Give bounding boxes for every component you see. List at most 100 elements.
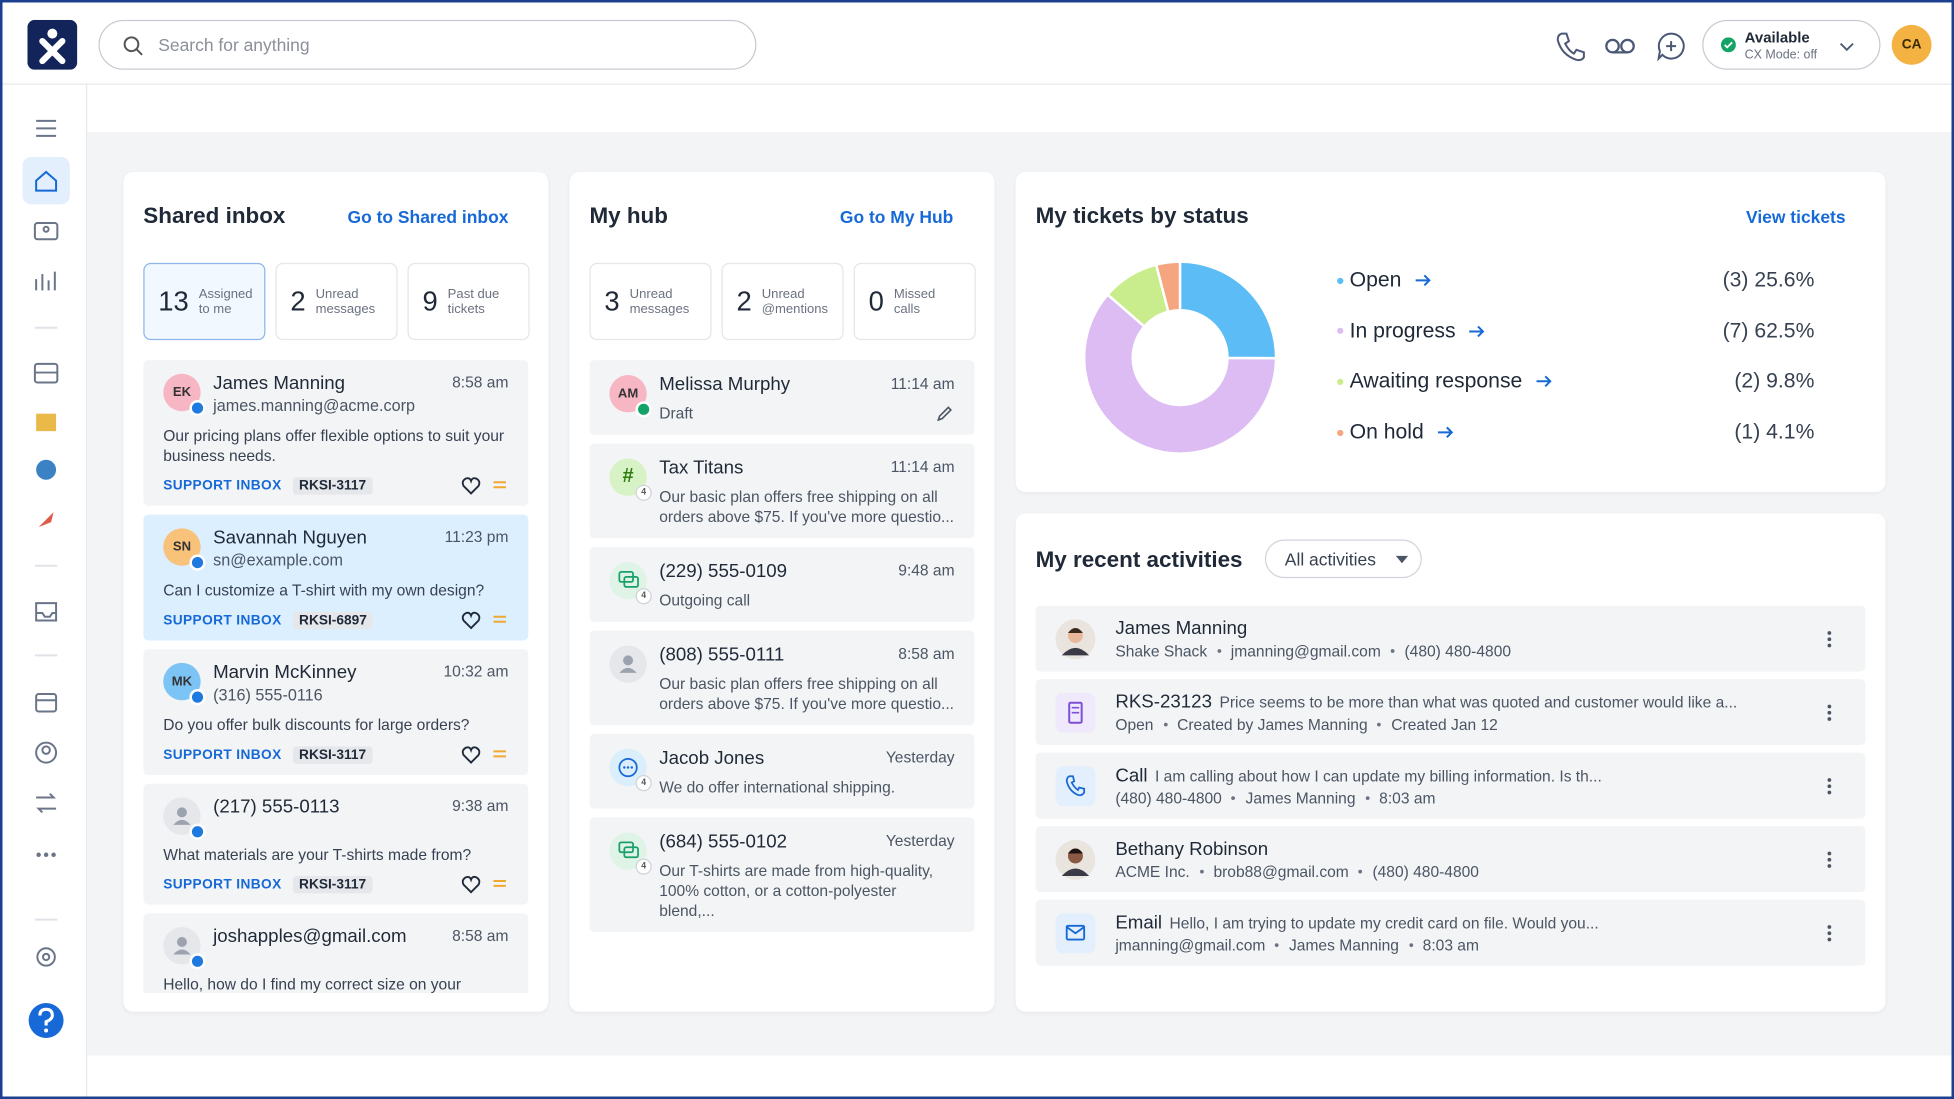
hub-body: Tax Titans 11:14 am Our basic plan offers … [659, 456, 954, 527]
item-actions[interactable] [461, 476, 511, 496]
user-avatar[interactable]: CA [1891, 24, 1932, 65]
stat-box[interactable]: 9 Past due tickets [407, 262, 530, 341]
card-link[interactable]: Go to My Hub [839, 206, 954, 227]
activity-title-row: RKS-23123 Price seems to be more than wha… [1115, 691, 1824, 712]
avatar-icon [618, 841, 639, 859]
activity-list: James Manning Shake Shack jmanning@gmail.c… [1035, 605, 1866, 994]
activity-item[interactable]: Email Hello, I am trying to update my cre… [1035, 899, 1866, 966]
activity-detail: (480) 480-4800 [1404, 642, 1512, 660]
stat-count: 13 [158, 285, 189, 317]
more-menu[interactable] [1824, 776, 1834, 796]
activity-item[interactable]: James Manning Shake Shack jmanning@gmail.c… [1035, 605, 1866, 672]
hub-item[interactable]: 4 (229) 555-0109 9:48 am Outgoing call [589, 547, 975, 622]
hub-message: Outgoing call [659, 591, 751, 610]
card-link[interactable]: View tickets [1746, 206, 1846, 227]
activity-detail: James Manning [1289, 936, 1399, 954]
hub-header: Melissa Murphy 11:14 am [659, 373, 954, 397]
person-icon [173, 807, 191, 825]
activity-item[interactable]: Call I am calling about how I can update … [1035, 752, 1866, 819]
more-menu[interactable] [1824, 702, 1834, 722]
activity-details: Open Created by James Manning Created Jan … [1115, 716, 1824, 733]
inbox-item[interactable]: EK James Manning james.manning@acme.corp 8:… [143, 360, 529, 506]
avatar [163, 927, 206, 970]
search-box[interactable]: Search for anything [98, 19, 757, 70]
legend-item[interactable]: Awaiting response [1337, 369, 1552, 394]
activity-detail: Open [1115, 715, 1154, 734]
card-title: My tickets by status [1035, 203, 1249, 229]
legend-item[interactable]: On hold [1337, 420, 1454, 445]
hub-name: (808) 555-0111 [659, 644, 785, 666]
legend-item[interactable]: Open [1337, 268, 1431, 293]
person-icon [173, 937, 191, 955]
stat-label: Assigned to me [198, 286, 253, 317]
inbox-tag: SUPPORT INBOX [163, 747, 282, 763]
stat-count: 9 [422, 285, 438, 317]
item-sender: James Manning james.manning@acme.corp [213, 371, 415, 416]
stat-box[interactable]: 0 Missed calls [853, 262, 976, 341]
activity-item[interactable]: RKS-23123 Price seems to be more than wha… [1035, 679, 1866, 746]
activity-detail: jmanning@gmail.com [1115, 936, 1266, 954]
stat-box[interactable]: 2 Unread messages [275, 262, 398, 341]
stat-box[interactable]: 3 Unread messages [589, 262, 712, 341]
hub-item[interactable]: 4 (684) 555-0102 Yesterday Our T-shirts are… [589, 817, 975, 933]
legend-item[interactable]: In progress [1337, 319, 1485, 344]
hub-name: Melissa Murphy [659, 373, 791, 395]
hub-body: (229) 555-0109 9:48 am Outgoing call [659, 559, 954, 610]
separator-dot [1408, 943, 1413, 947]
stat-box[interactable]: 13 Assigned to me [143, 262, 266, 341]
phone-icon[interactable] [1554, 30, 1586, 62]
item-sender: joshapples@gmail.com [213, 925, 407, 949]
stat-count: 0 [868, 285, 884, 317]
separator-dot [1163, 722, 1168, 727]
activity-title-row: Email Hello, I am trying to update my cre… [1115, 911, 1824, 932]
chevron [1839, 42, 1854, 52]
item-message: Hello, how do I find my correct size on … [163, 975, 462, 994]
activity-item[interactable]: Bethany Robinson ACME Inc. brob88@gmail.co… [1035, 826, 1866, 893]
legend-name: On hold [1349, 420, 1424, 444]
call-icon [1065, 774, 1086, 796]
item-actions[interactable] [461, 745, 511, 765]
hub-item[interactable]: 4 Jacob Jones Yesterday We do offer interna… [589, 733, 975, 809]
inbox-item[interactable]: MK Marvin McKinney (316) 555-0116 10:32 am D… [143, 649, 529, 776]
separator-dot [1275, 943, 1280, 947]
hub-item[interactable]: #4 Tax Titans 11:14 am Our basic plan offer… [589, 443, 975, 539]
more-menu[interactable] [1824, 849, 1834, 869]
item-sender: Savannah Nguyen sn@example.com [213, 526, 367, 571]
chat-icon[interactable] [1655, 30, 1687, 62]
item-sender: (217) 555-0113 [213, 795, 339, 819]
more-menu[interactable] [1824, 629, 1834, 649]
card-link[interactable]: Go to Shared inbox [347, 206, 509, 227]
item-header: (217) 555-0113 9:38 am [163, 795, 508, 840]
tickets-card: My tickets by status View tickets Open (3… [1015, 171, 1886, 493]
hub-header: Jacob Jones Yesterday [659, 746, 954, 770]
activity-filter[interactable]: All activities [1264, 539, 1422, 579]
channel-badge [189, 399, 206, 417]
more-menu[interactable] [1824, 923, 1834, 943]
item-tags: SUPPORT INBOX RKSI-3117 [163, 875, 508, 895]
logo[interactable] [27, 19, 78, 70]
activity-snippet: I am calling about how I can update my b… [1155, 766, 1602, 785]
activity-detail: jmanning@gmail.com [1230, 642, 1381, 660]
item-actions[interactable] [461, 611, 511, 631]
status-selector[interactable]: Available CX Mode: off [1702, 19, 1881, 70]
inbox-item[interactable]: joshapples@gmail.com 8:58 am Hello, how do… [143, 913, 529, 994]
item-actions[interactable] [461, 875, 511, 895]
activity-title-row: Call I am calling about how I can update … [1115, 764, 1824, 785]
hub-message: Our basic plan offers free shipping on a… [659, 488, 955, 526]
item-tags: SUPPORT INBOX RKSI-6897 [163, 611, 508, 631]
hub-time: Yesterday [885, 748, 955, 767]
stat-box[interactable]: 2 Unread @mentions [721, 262, 844, 341]
hub-time: 11:14 am [890, 458, 955, 476]
hub-item[interactable]: AM Melissa Murphy 11:14 am Draft [589, 360, 975, 435]
inbox-item[interactable]: (217) 555-0113 9:38 am What materials are … [143, 783, 529, 905]
hub-item[interactable]: (808) 555-0111 8:58 am Our basic plan offe… [589, 630, 975, 726]
hub-message-row: Our T-shirts are made from high-quality,… [659, 854, 954, 921]
hub-message: Our basic plan offers free shipping on a… [659, 675, 955, 713]
avatar: 4 [609, 561, 652, 605]
hub-name: (229) 555-0109 [659, 560, 788, 582]
stat-label: Unread messages [315, 286, 376, 317]
inbox-item[interactable]: SN Savannah Nguyen sn@example.com 11:23 pm C… [143, 514, 529, 641]
avatar: 4 [609, 832, 652, 875]
activities-card: My recent activities All activities Jame… [1015, 513, 1886, 1012]
voicemail-icon[interactable] [1603, 30, 1638, 62]
